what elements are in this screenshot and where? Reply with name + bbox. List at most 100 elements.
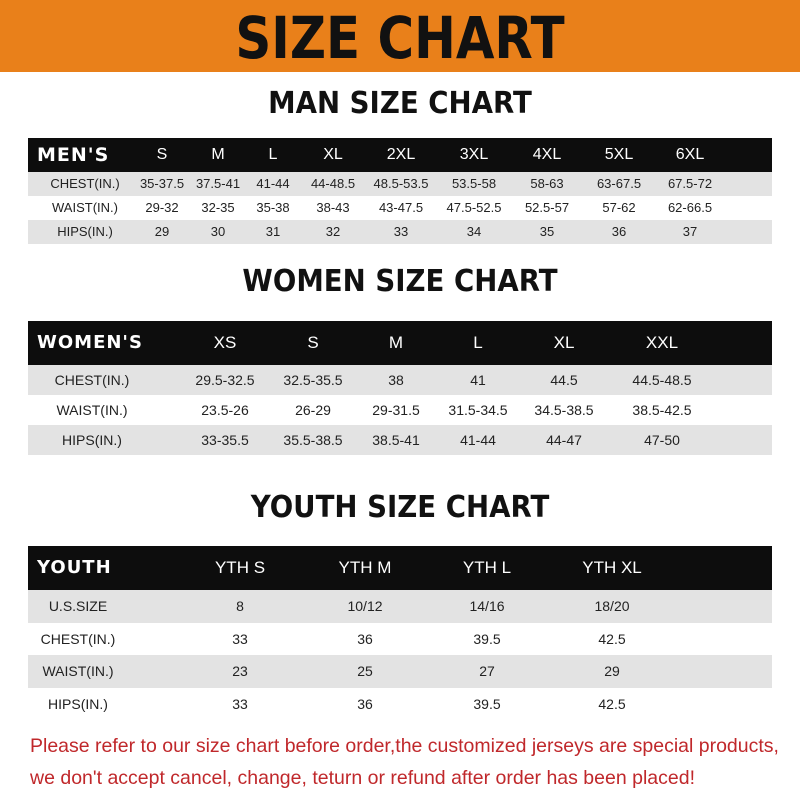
table-cell: 36 (357, 630, 373, 647)
size-header: YTH XL (582, 558, 642, 577)
table-cell: 35-38 (256, 200, 290, 215)
table-cell: 18/20 (594, 598, 630, 614)
table-cell: 42.5 (598, 630, 626, 647)
table-cell: 23 (232, 663, 248, 679)
size-header: YTH L (462, 558, 512, 577)
table-cell: 39.5 (473, 695, 501, 712)
size-header: 4XL (532, 146, 562, 163)
row-label: HIPS(IN.) (48, 695, 108, 712)
table-cell: 44.5-48.5 (632, 372, 692, 388)
table-cell: 35.5-38.5 (283, 432, 343, 448)
table-row: CHEST(IN.) 35-37.5 37.5-41 41-44 44-48.5 48.5… (28, 172, 772, 196)
notice-line-2: we don't accept cancel, change, teturn o… (30, 767, 695, 789)
table-cell: 8 (236, 598, 244, 614)
size-header: L (268, 146, 278, 163)
size-header: XL (553, 333, 575, 352)
table-row: U.S.SIZE 8 10/12 14/16 18/20 (28, 590, 772, 623)
table-label: YOUTH (37, 557, 112, 578)
table-row: WAIST(IN.) 29-32 32-35 35-38 38-43 43-47.5 47.… (28, 196, 772, 220)
size-header: 3XL (459, 146, 489, 163)
women-header-row: WOMEN'S XS S M L XL XXL (28, 321, 772, 365)
table-cell: 33 (232, 695, 248, 712)
table-cell: 44.5 (550, 372, 578, 388)
size-chart-banner: SIZE CHART (0, 0, 800, 72)
table-cell: 23.5-26 (201, 402, 249, 418)
table-label: WOMEN'S (37, 332, 143, 353)
size-header: XL (323, 146, 343, 163)
table-cell: 39.5 (473, 630, 501, 647)
men-section-title: MAN SIZE CHART (268, 86, 532, 121)
women-size-table: WOMEN'S XS S M L XL XXL CHEST(IN.) 29.5-32.5 32.5… (28, 321, 772, 455)
order-notice: Please refer to our size chart before or… (30, 730, 780, 794)
table-cell: 10/12 (347, 598, 383, 614)
table-cell: 37.5-41 (195, 176, 241, 191)
table-cell: 41-44 (256, 176, 290, 191)
table-row: HIPS(IN.) 33 36 39.5 42.5 (28, 687, 772, 720)
table-cell: 14/16 (469, 598, 505, 614)
table-cell: 38.5-42.5 (632, 402, 692, 418)
notice-line-1: Please refer to our size chart before or… (30, 735, 779, 757)
table-cell: 29 (604, 663, 620, 679)
table-cell: 36 (357, 695, 373, 712)
table-cell: 47-50 (644, 432, 680, 448)
youth-header-row: YOUTH YTH S YTH M YTH L YTH XL (28, 546, 772, 590)
table-cell: 52.5-57 (524, 200, 570, 215)
table-cell: 58-63 (530, 176, 564, 191)
row-label: HIPS(IN.) (62, 432, 122, 448)
table-cell: 29 (154, 224, 170, 239)
table-cell: 57-62 (602, 200, 636, 215)
table-cell: 33 (393, 224, 409, 239)
table-cell: 38-43 (316, 200, 350, 215)
size-header: M (211, 146, 225, 163)
table-cell: 34 (466, 224, 482, 239)
size-header: S (156, 146, 168, 163)
table-cell: 35-37.5 (139, 176, 185, 191)
table-cell: 29.5-32.5 (195, 372, 255, 388)
table-cell: 43-47.5 (378, 200, 424, 215)
table-row: HIPS(IN.) 29 30 31 32 33 34 35 36 37 (28, 220, 772, 244)
men-size-table: MEN'S S M L XL 2XL 3XL 4XL 5XL 6XL CHEST(IN.) 35-37… (28, 138, 772, 244)
table-row: CHEST(IN.) 29.5-32.5 32.5-35.5 38 41 44.5 44.5… (28, 365, 772, 395)
table-cell: 32.5-35.5 (283, 372, 343, 388)
row-label: HIPS(IN.) (57, 224, 113, 239)
size-header: S (307, 333, 319, 352)
table-row: WAIST(IN.) 23 25 27 29 (28, 655, 772, 688)
table-cell: 30 (210, 224, 226, 239)
table-cell: 41-44 (460, 432, 496, 448)
youth-size-table: YOUTH YTH S YTH M YTH L YTH XL U.S.SIZE 8 10/12… (28, 546, 772, 720)
table-cell: 38 (388, 372, 404, 388)
table-cell: 29-31.5 (372, 402, 420, 418)
women-section-title: WOMEN SIZE CHART (242, 264, 558, 299)
table-cell: 63-67.5 (596, 176, 642, 191)
row-label: WAIST(IN.) (42, 663, 114, 679)
table-cell: 32-35 (201, 200, 235, 215)
size-header: 2XL (386, 146, 416, 163)
table-cell: 47.5-52.5 (446, 200, 502, 215)
table-cell: 48.5-53.5 (373, 176, 429, 191)
table-cell: 31.5-34.5 (448, 402, 508, 418)
men-header-row: MEN'S S M L XL 2XL 3XL 4XL 5XL 6XL (28, 138, 772, 172)
size-header: M (388, 333, 404, 352)
table-cell: 35 (539, 224, 555, 239)
row-label: WAIST(IN.) (52, 200, 118, 215)
table-cell: 32 (325, 224, 341, 239)
youth-section-title: YOUTH SIZE CHART (250, 490, 550, 525)
table-cell: 33 (232, 630, 248, 647)
size-header: XXL (645, 333, 679, 352)
table-cell: 25 (357, 663, 373, 679)
size-header: 5XL (604, 146, 634, 163)
table-cell: 37 (682, 224, 698, 239)
table-cell: 26-29 (295, 402, 331, 418)
table-cell: 44-47 (546, 432, 582, 448)
size-header: YTH S (214, 558, 266, 577)
table-cell: 41 (470, 372, 486, 388)
table-row: WAIST(IN.) 23.5-26 26-29 29-31.5 31.5-34.5 34… (28, 395, 772, 425)
table-cell: 62-66.5 (667, 200, 713, 215)
row-label: WAIST(IN.) (56, 402, 128, 418)
table-cell: 27 (479, 663, 495, 679)
table-cell: 29-32 (145, 200, 179, 215)
size-header: YTH M (338, 558, 392, 577)
table-cell: 36 (611, 224, 627, 239)
table-row: HIPS(IN.) 33-35.5 35.5-38.5 38.5-41 41-44 44-… (28, 425, 772, 455)
table-label: MEN'S (37, 144, 110, 166)
